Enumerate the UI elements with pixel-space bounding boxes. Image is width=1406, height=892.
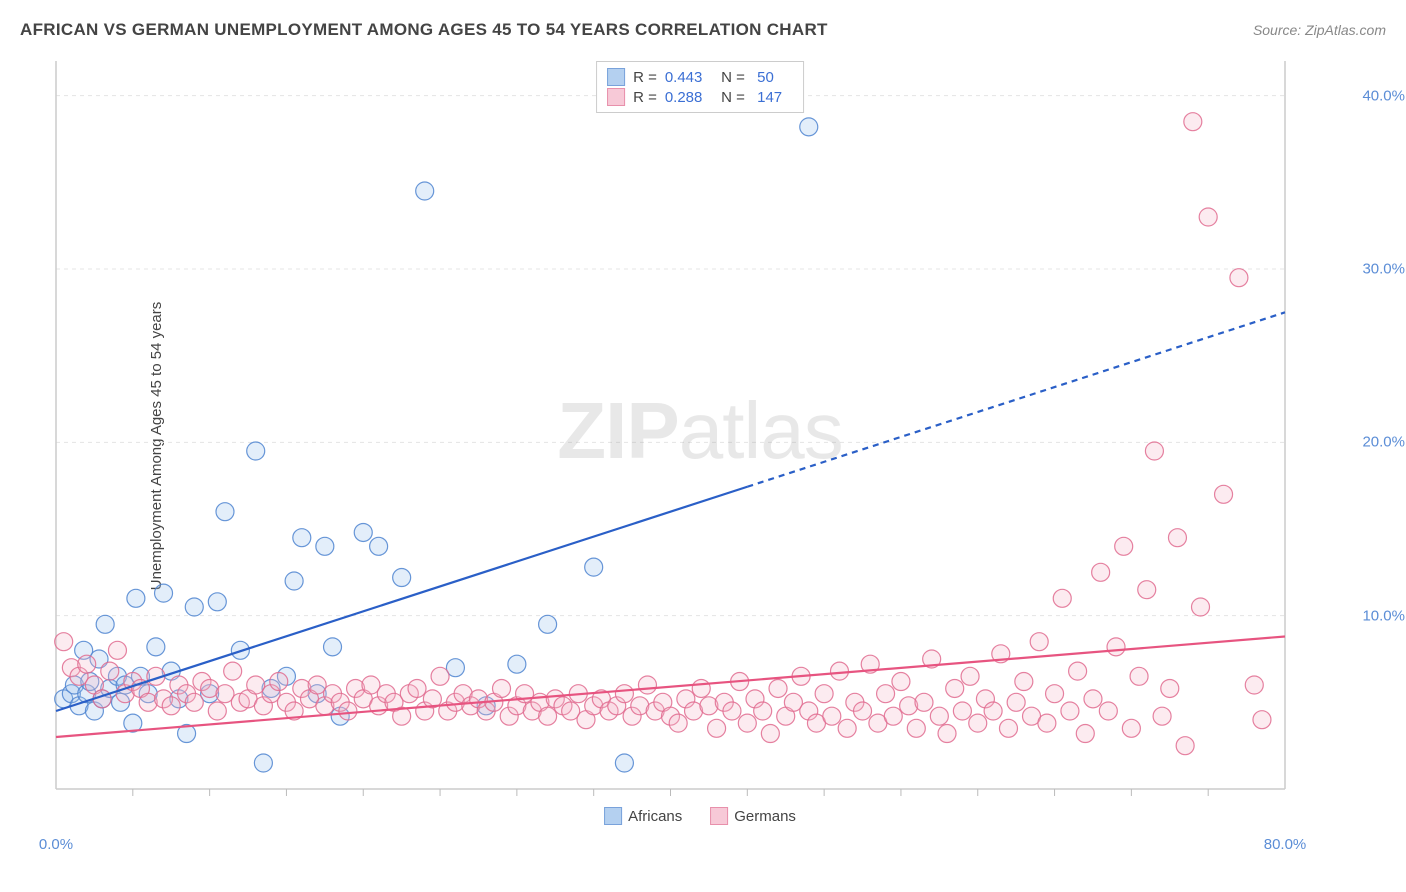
legend-n-value: 50	[753, 69, 793, 86]
legend-swatch	[607, 68, 625, 86]
y-tick-label: 30.0%	[1362, 261, 1405, 278]
legend-item: Germans	[710, 807, 796, 825]
y-tick-label: 20.0%	[1362, 434, 1405, 451]
legend-r-label: R =	[633, 89, 657, 106]
x-tick-label: 0.0%	[39, 836, 73, 853]
legend-swatch	[710, 807, 728, 825]
legend-row: R = 0.443 N = 50	[607, 68, 793, 86]
x-tick-label: 80.0%	[1264, 836, 1307, 853]
legend-n-value: 147	[753, 89, 793, 106]
scatter-chart	[50, 55, 1350, 825]
legend-row: R = 0.288 N = 147	[607, 88, 793, 106]
legend-swatch	[607, 88, 625, 106]
legend-r-value: 0.288	[665, 89, 705, 106]
legend-n-label: N =	[713, 89, 745, 106]
legend-label: Africans	[628, 808, 682, 825]
legend-label: Germans	[734, 808, 796, 825]
legend-item: Africans	[604, 807, 682, 825]
series-legend: Africans Germans	[604, 807, 796, 825]
chart-title: AFRICAN VS GERMAN UNEMPLOYMENT AMONG AGE…	[20, 20, 828, 40]
legend-r-value: 0.443	[665, 69, 705, 86]
legend-n-label: N =	[713, 69, 745, 86]
plot-area: ZIPatlas R = 0.443 N = 50R = 0.288 N = 1…	[50, 55, 1350, 825]
source-attribution: Source: ZipAtlas.com	[1253, 22, 1386, 38]
y-tick-label: 10.0%	[1362, 607, 1405, 624]
correlation-legend: R = 0.443 N = 50R = 0.288 N = 147	[596, 61, 804, 113]
legend-r-label: R =	[633, 69, 657, 86]
legend-swatch	[604, 807, 622, 825]
y-tick-label: 40.0%	[1362, 87, 1405, 104]
